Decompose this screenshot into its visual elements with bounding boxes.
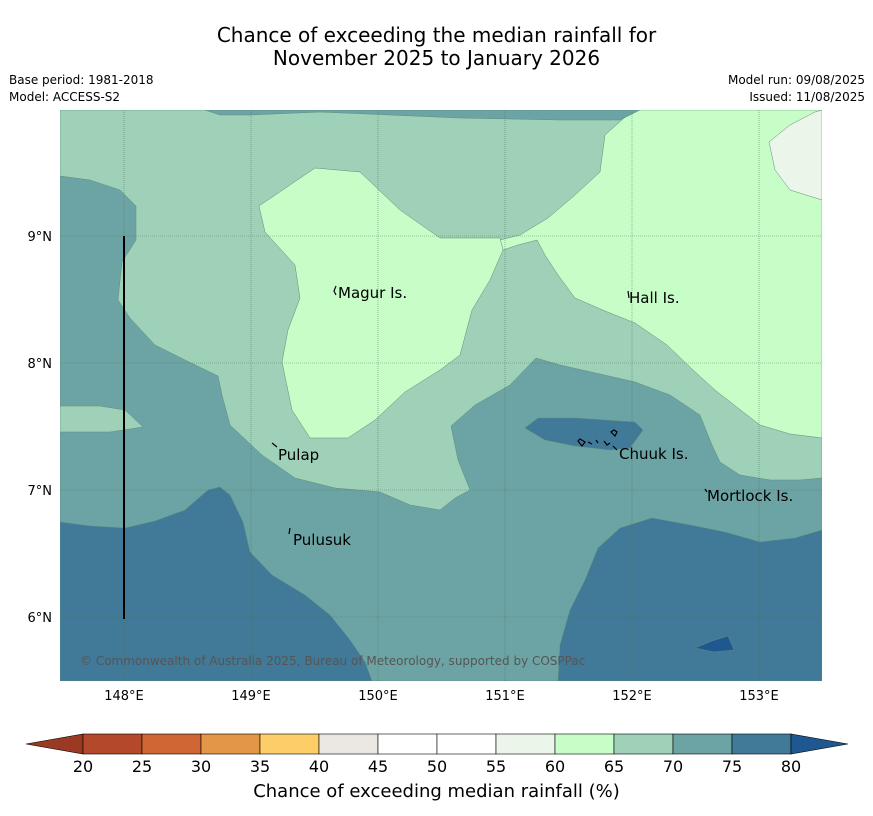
zone-60-65-east (499, 110, 822, 439)
colorbar-segment (200, 733, 261, 755)
colorbar-tick-label: 40 (309, 757, 329, 776)
lon-label-151e: 151°E (485, 689, 525, 704)
colorbar-segment (259, 733, 320, 755)
pulusuk-island-shape (288, 527, 291, 535)
colorbar: 20 25 30 35 40 45 50 55 60 65 70 75 80 (25, 733, 849, 776)
colorbar-over-arrow (790, 733, 849, 755)
colorbar-segment (377, 733, 438, 755)
zone-55-60-corner (768, 110, 822, 201)
zone-65-70-west (60, 405, 144, 433)
colorbar-segment (318, 733, 379, 755)
place-pulusuk: Pulusuk (293, 531, 351, 549)
lon-label-149e: 149°E (231, 689, 271, 704)
zone-70-75-top (204, 110, 641, 121)
model-run-text: Model run: 09/08/2025 (727, 73, 865, 87)
colorbar-under-arrow (25, 733, 84, 755)
map-title-line-1: Chance of exceeding the median rainfall … (216, 23, 657, 47)
map-title-line-2: November 2025 to January 2026 (272, 46, 601, 70)
zone-60-65-central (258, 167, 504, 439)
colorbar-segment (731, 733, 792, 755)
place-magur: Magur Is. (338, 284, 407, 302)
place-pulap: Pulap (278, 446, 319, 464)
place-hall: Hall Is. (629, 289, 680, 307)
base-period-text: Base period: 1981-2018 (9, 73, 154, 87)
colorbar-tick-label: 20 (73, 757, 93, 776)
graticule (60, 110, 822, 681)
colorbar-tick-label: 30 (191, 757, 211, 776)
lon-label-148e: 148°E (104, 689, 144, 704)
zone-75-80-southeast (557, 517, 822, 681)
zone-75-80-chuuk (524, 417, 644, 451)
colorbar-tick-label: 25 (132, 757, 152, 776)
colorbar-segment (495, 733, 556, 755)
place-chuuk: Chuuk Is. (619, 445, 688, 463)
map-area: Magur Is. Hall Is. Pulap Chuuk Is. Mortl… (60, 110, 822, 681)
colorbar-label: Chance of exceeding median rainfall (%) (253, 781, 620, 802)
colorbar-tick-label: 50 (427, 757, 447, 776)
lat-label-8n: 8°N (28, 357, 53, 372)
colorbar-segment (672, 733, 733, 755)
pulap-island-shape (271, 442, 278, 448)
copyright-notice: © Commonwealth of Australia 2025, Bureau… (80, 654, 585, 668)
place-mortlock: Mortlock Is. (707, 487, 793, 505)
colorbar-segment (141, 733, 202, 755)
lat-label-9n: 9°N (28, 230, 53, 245)
mortlock-island-shape (704, 488, 708, 493)
colorbar-tick-label: 65 (604, 757, 624, 776)
colorbar-tick-label: 60 (545, 757, 565, 776)
lon-label-153e: 153°E (739, 689, 779, 704)
zone-80-plus (694, 635, 735, 653)
model-text: Model: ACCESS-S2 (9, 90, 121, 104)
island-outlines (271, 285, 708, 535)
colorbar-segment (82, 733, 143, 755)
lat-label-6n: 6°N (28, 611, 53, 626)
colorbar-tick-label: 55 (486, 757, 506, 776)
magur-island-shape (333, 285, 337, 296)
colorbar-tick-label: 35 (250, 757, 270, 776)
lat-label-7n: 7°N (28, 484, 53, 499)
hall-island-shape (627, 290, 630, 299)
colorbar-tick-label: 45 (368, 757, 388, 776)
colorbar-segment (436, 733, 497, 755)
colorbar-tick-label: 75 (722, 757, 742, 776)
colorbar-tick-label: 70 (663, 757, 683, 776)
lon-label-150e: 150°E (358, 689, 398, 704)
issued-text: Issued: 11/08/2025 (749, 90, 865, 104)
zone-75-80-southwest (60, 486, 373, 681)
chuuk-island-shape (577, 429, 618, 451)
colorbar-segment (554, 733, 615, 755)
colorbar-segment (613, 733, 674, 755)
lon-label-152e: 152°E (612, 689, 652, 704)
colorbar-tick-label: 80 (781, 757, 801, 776)
